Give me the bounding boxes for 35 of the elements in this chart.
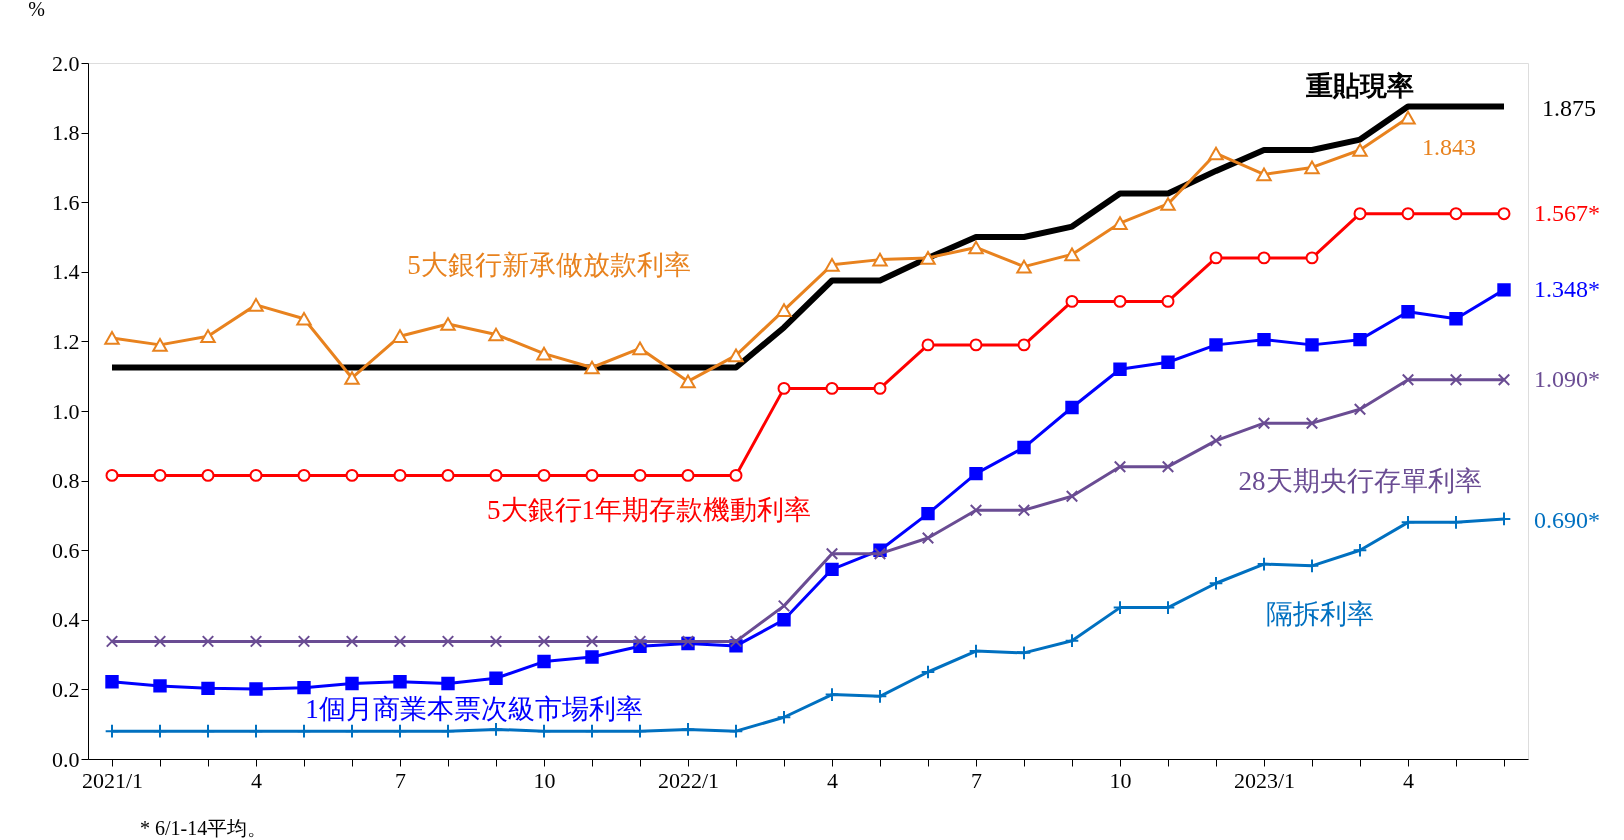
data-label: 1.843 (1422, 133, 1476, 160)
x-tick-label: 4 (251, 767, 262, 793)
series-label: 隔拆利率 (1266, 599, 1374, 629)
data-label: 1.567* (1534, 199, 1600, 226)
series-label: 28天期央行存單利率 (1238, 466, 1482, 496)
x-tick-label: 4 (827, 767, 838, 793)
x-tick-label: 10 (1109, 767, 1132, 793)
x-tick-label: 2022/1 (657, 767, 720, 793)
series-label: 重貼現率 (1305, 71, 1414, 101)
y-tick-label: 0.2 (52, 676, 80, 702)
y-tick-label: 1.8 (52, 120, 80, 146)
y-tick-label: 1.2 (52, 328, 80, 354)
y-tick-label: 0.0 (52, 746, 80, 772)
y-tick-label: 0.4 (52, 607, 80, 633)
x-tick-label: 2023/1 (1233, 767, 1296, 793)
data-label: 1.348* (1534, 275, 1600, 302)
series-label: 1個月商業本票次級市場利率 (305, 694, 643, 724)
x-tick-label: 7 (395, 767, 406, 793)
series-label: 5大銀行1年期存款機動利率 (487, 495, 811, 525)
x-tick-label: 4 (1403, 767, 1414, 793)
data-label: 0.690* (1534, 506, 1600, 533)
y-tick-label: 2.0 (52, 50, 80, 76)
y-tick-label: 0.6 (52, 537, 80, 563)
series-label: 5大銀行新承做放款利率 (407, 250, 691, 280)
y-axis-title: % (28, 0, 45, 20)
y-tick-label: 0.8 (52, 468, 80, 494)
x-tick-label: 2021/1 (81, 767, 144, 793)
x-tick-label: 10 (533, 767, 556, 793)
data-label: 1.875 (1542, 94, 1596, 121)
y-tick-label: 1.0 (52, 398, 80, 424)
x-tick-label: 7 (971, 767, 982, 793)
text: * 6/1-14平均。 (140, 817, 268, 839)
y-tick-label: 1.4 (52, 259, 80, 285)
y-tick-label: 1.6 (52, 189, 80, 215)
data-label: 1.090* (1534, 365, 1600, 392)
